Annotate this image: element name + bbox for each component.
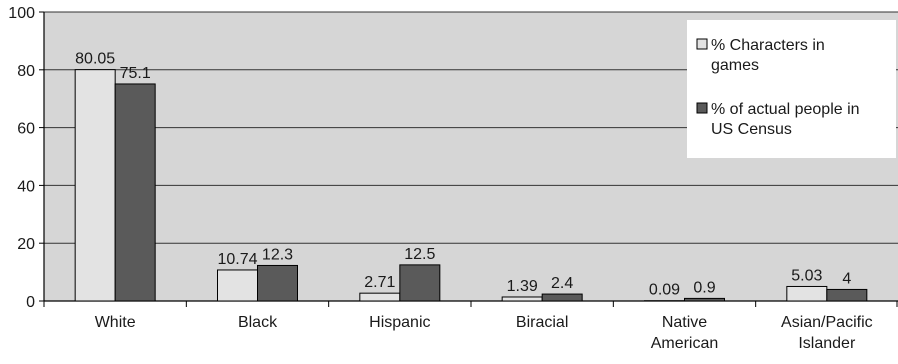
data-label: 0.09 xyxy=(649,282,680,299)
y-tick-label: 60 xyxy=(17,121,35,138)
y-tick-label: 80 xyxy=(17,63,35,80)
bar-us-census[interactable] xyxy=(114,83,156,302)
y-tick-label: 40 xyxy=(17,178,35,195)
data-label: 4 xyxy=(842,270,851,287)
x-category-label: Asian/Pacific xyxy=(781,314,873,331)
x-category-label: Native xyxy=(662,314,707,331)
x-category-label: Hispanic xyxy=(369,314,430,331)
x-category-label: Islander xyxy=(798,335,856,352)
x-category-label: Biracial xyxy=(516,314,568,331)
bar-characters-in-games[interactable] xyxy=(359,292,401,302)
x-category-label: White xyxy=(95,314,136,331)
legend-label: % of actual people in xyxy=(711,101,860,118)
data-label: 10.74 xyxy=(217,251,257,268)
data-label: 2.71 xyxy=(364,274,395,291)
data-label: 1.39 xyxy=(507,278,538,295)
legend-swatch xyxy=(696,38,708,50)
legend-label: % Characters in xyxy=(711,37,825,54)
bar-us-census[interactable] xyxy=(826,288,868,302)
data-label: 2.4 xyxy=(551,275,573,292)
legend-box xyxy=(687,20,896,158)
bar-characters-in-games[interactable] xyxy=(501,296,543,302)
y-tick-label: 0 xyxy=(26,294,35,311)
x-category-label: Black xyxy=(238,314,278,331)
bar-characters-in-games[interactable] xyxy=(217,269,258,302)
data-label: 80.05 xyxy=(75,51,115,68)
data-label: 12.5 xyxy=(404,246,435,263)
bar-characters-in-games[interactable] xyxy=(786,285,828,302)
y-tick-label: 100 xyxy=(8,5,35,22)
data-label: 75.1 xyxy=(120,65,151,82)
bar-us-census[interactable] xyxy=(684,297,725,302)
data-label: 5.03 xyxy=(791,267,822,284)
data-label: 0.9 xyxy=(693,279,715,296)
x-category-label: American xyxy=(651,335,719,352)
legend-label: US Census xyxy=(711,121,792,138)
bar-us-census[interactable] xyxy=(257,264,298,302)
y-tick-label: 20 xyxy=(17,236,35,253)
legend-swatch xyxy=(696,102,708,114)
bar-characters-in-games[interactable] xyxy=(74,69,116,302)
bar-us-census[interactable] xyxy=(399,264,441,302)
data-label: 12.3 xyxy=(262,246,293,263)
bar-us-census[interactable] xyxy=(541,293,583,302)
legend-label: games xyxy=(711,57,759,74)
